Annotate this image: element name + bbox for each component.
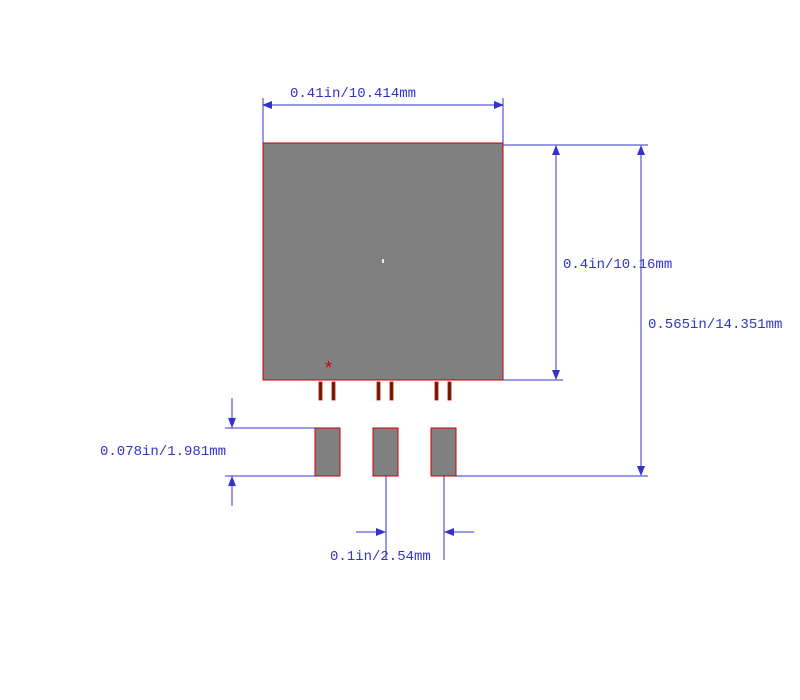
pitch-arrow [444,528,454,536]
height_body-label: 0.4in/10.16mm [563,257,672,273]
height_total-arrow [637,145,645,155]
pad [315,428,340,476]
pin-stub [390,382,393,400]
pad_gap-label: 0.078in/1.981mm [100,444,226,460]
pin-stub [319,382,322,400]
center-mark [382,259,384,263]
pin1-marker: * [325,358,332,378]
pitch-label: 0.1in/2.54mm [330,549,431,565]
pad [431,428,456,476]
pin-stub [435,382,438,400]
pitch-arrow [376,528,386,536]
height_body-arrow [552,370,560,380]
pad [373,428,398,476]
height_body-arrow [552,145,560,155]
pad_gap-arrow [228,418,236,428]
height_total-arrow [637,466,645,476]
height_total-label: 0.565in/14.351mm [648,317,782,333]
pin-stub [448,382,451,400]
width_top-label: 0.41in/10.414mm [290,86,416,102]
pad_gap-arrow [228,476,236,486]
pin-stub [332,382,335,400]
pin-stub [377,382,380,400]
